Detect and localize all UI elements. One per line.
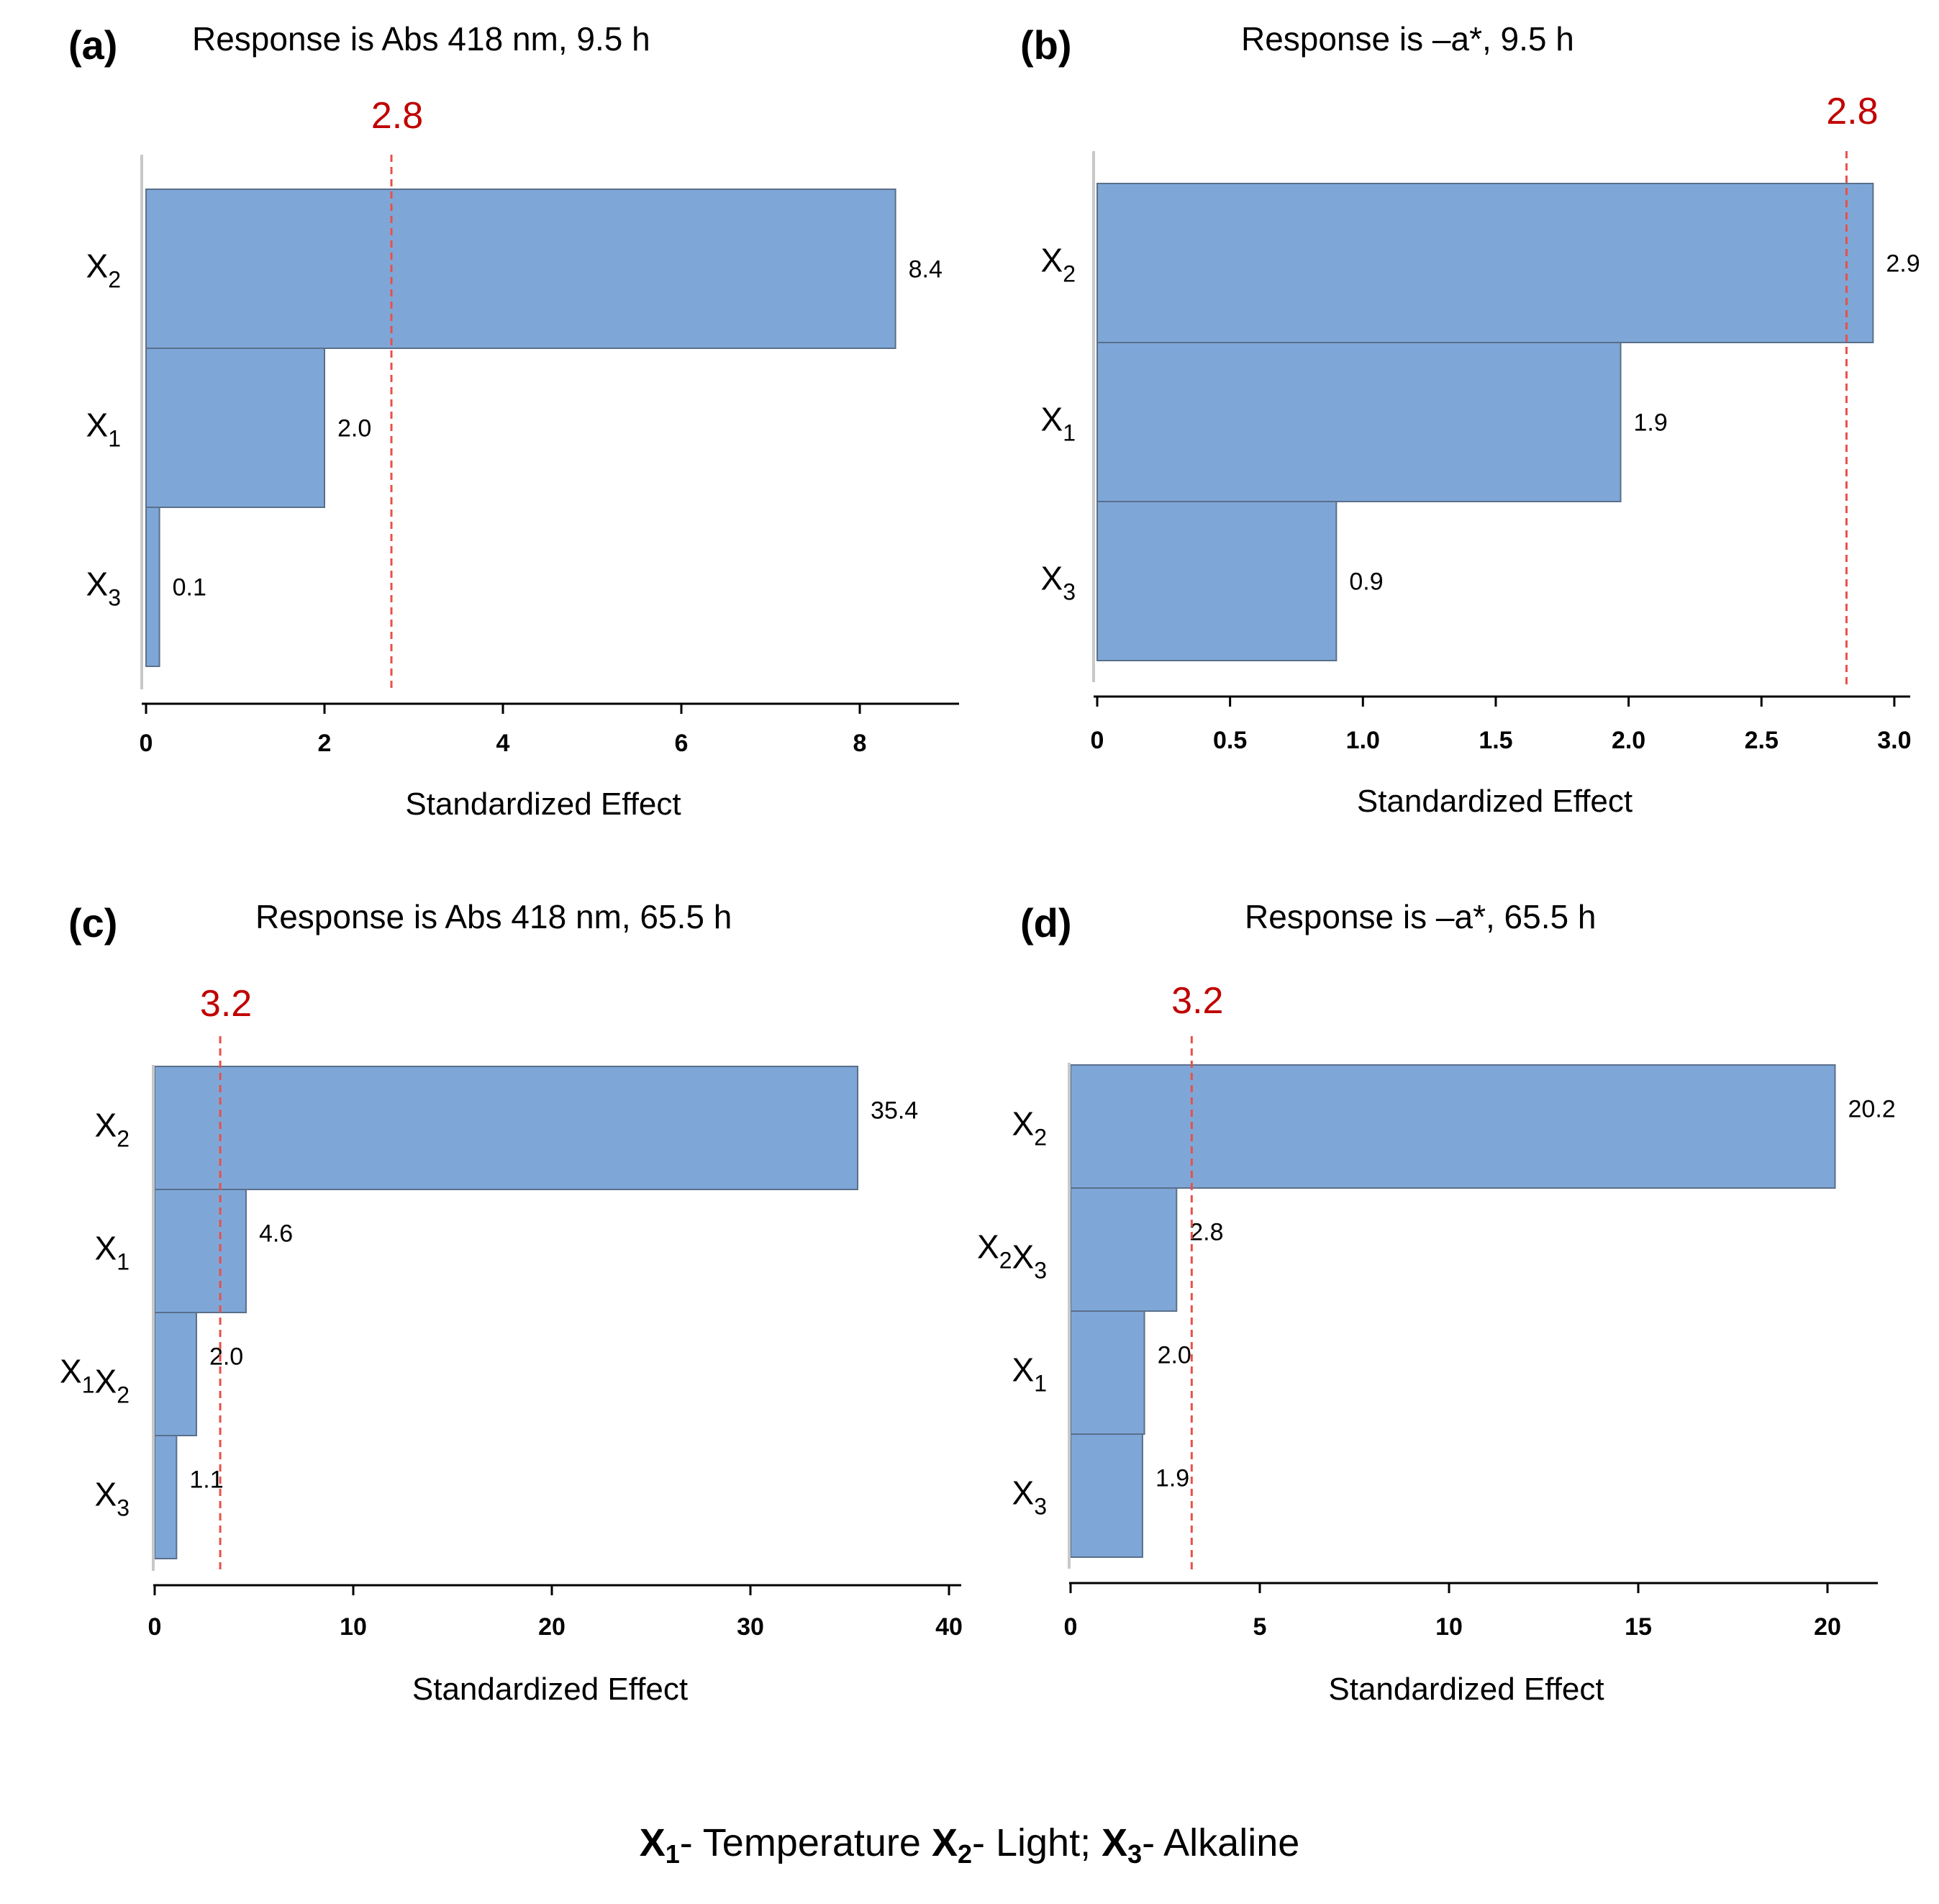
bar-4 xyxy=(154,1435,178,1559)
panel-label: (a) xyxy=(68,22,117,68)
bar-4 xyxy=(1070,1433,1143,1558)
x-tick-label: 0 xyxy=(140,730,153,757)
bar-3 xyxy=(1070,1310,1145,1435)
category-label: X3 xyxy=(86,566,121,611)
x-tick-label: 0 xyxy=(148,1613,162,1641)
bar-2 xyxy=(1096,342,1622,502)
category-label: X3 xyxy=(1012,1474,1047,1520)
category-label: X3 xyxy=(1041,560,1076,605)
x-tick-label: 20 xyxy=(538,1613,566,1641)
bar-2 xyxy=(145,348,325,508)
chart-title: Response is –a*, 9.5 h xyxy=(1241,20,1574,58)
category-label: X2 xyxy=(95,1107,130,1152)
x-tick-label: 2 xyxy=(318,730,332,757)
panel-a: (a) Response is Abs 418 nm, 9.5 h 8.4 X2 2.0… xyxy=(68,20,959,822)
panel-c: (c) Response is Abs 418 nm, 65.5 h 35.4 X2 4… xyxy=(60,898,963,1707)
category-label: X2 xyxy=(1012,1105,1047,1151)
x-tick-label: 40 xyxy=(935,1613,963,1641)
variable-legend-caption: X1- Temperature X2- Light; X3- Alkaline xyxy=(0,1821,1939,1869)
x-tick-label: 1.5 xyxy=(1479,727,1512,754)
category-label: X2 xyxy=(1041,242,1076,287)
bar-value-label: 1.1 xyxy=(189,1466,223,1494)
x-tick-label: 2.0 xyxy=(1612,727,1645,754)
x-tick-label: 0 xyxy=(1064,1613,1078,1641)
bar-value-label: 2.0 xyxy=(337,415,371,443)
bar-value-label: 1.9 xyxy=(1155,1465,1189,1492)
reference-line-label: 3.2 xyxy=(200,983,252,1025)
bar-value-label: 8.4 xyxy=(909,256,943,284)
x-tick-label: 10 xyxy=(340,1613,367,1641)
chart-title: Response is –a*, 65.5 h xyxy=(1245,898,1596,935)
bar-3 xyxy=(154,1312,197,1436)
x-tick-label: 30 xyxy=(737,1613,764,1641)
panel-label: (c) xyxy=(68,900,117,946)
bar-value-label: 20.2 xyxy=(1848,1096,1896,1123)
x-axis-title: Standardized Effect xyxy=(1328,1672,1604,1707)
bar-value-label: 1.9 xyxy=(1634,409,1668,437)
category-label: X3 xyxy=(95,1476,130,1521)
category-label: X1X2 xyxy=(60,1353,130,1408)
x-tick-label: 0 xyxy=(1091,727,1104,754)
x-tick-label: 20 xyxy=(1814,1613,1841,1641)
bar-3 xyxy=(1096,501,1338,661)
category-label: X2X3 xyxy=(977,1228,1047,1284)
bar-value-label: 2.8 xyxy=(1189,1219,1223,1246)
reference-line-label: 2.8 xyxy=(1826,91,1878,132)
bar-2 xyxy=(154,1189,247,1313)
category-label: X1 xyxy=(86,407,121,452)
x-tick-label: 6 xyxy=(675,730,689,757)
x-tick-label: 3.0 xyxy=(1877,727,1911,754)
bar-value-label: 0.9 xyxy=(1349,568,1383,596)
category-label: X1 xyxy=(1041,401,1076,446)
panel-label: (b) xyxy=(1020,22,1072,68)
bar-value-label: 2.0 xyxy=(1158,1342,1191,1369)
caption-item-x1: X1- Temperature xyxy=(639,1821,932,1869)
caption-item-x2: X2- Light; xyxy=(931,1821,1102,1869)
bar-1 xyxy=(145,189,896,349)
bar-3 xyxy=(145,507,160,667)
x-tick-label: 15 xyxy=(1625,1613,1652,1641)
x-axis-title: Standardized Effect xyxy=(412,1672,688,1707)
x-tick-label: 8 xyxy=(853,730,867,757)
x-tick-label: 10 xyxy=(1435,1613,1463,1641)
bar-2 xyxy=(1070,1187,1178,1312)
bar-value-label: 0.1 xyxy=(173,574,206,602)
category-label: X1 xyxy=(95,1230,130,1275)
bar-1 xyxy=(1096,183,1874,343)
bar-value-label: 4.6 xyxy=(259,1220,293,1248)
chart-title: Response is Abs 418 nm, 9.5 h xyxy=(192,20,650,58)
x-tick-label: 5 xyxy=(1253,1613,1267,1641)
reference-line-label: 3.2 xyxy=(1171,980,1223,1022)
chart-title: Response is Abs 418 nm, 65.5 h xyxy=(255,898,732,935)
bar-1 xyxy=(1070,1064,1836,1189)
bar-value-label: 2.9 xyxy=(1886,250,1920,278)
x-axis-title: Standardized Effect xyxy=(405,786,681,822)
caption-item-x3: X3- Alkaline xyxy=(1102,1821,1300,1869)
panel-b: (b) Response is –a*, 9.5 h 2.9 X2 1.9 X1 0.9 X3… xyxy=(1020,20,1920,819)
x-tick-label: 2.5 xyxy=(1745,727,1779,754)
category-label: X2 xyxy=(86,248,121,293)
x-tick-label: 1.0 xyxy=(1346,727,1380,754)
bar-value-label: 35.4 xyxy=(871,1097,918,1125)
bar-value-label: 2.0 xyxy=(209,1343,243,1371)
x-tick-label: 0.5 xyxy=(1213,727,1247,754)
category-label: X1 xyxy=(1012,1351,1047,1397)
x-tick-label: 4 xyxy=(496,730,510,757)
bar-1 xyxy=(154,1066,859,1190)
panel-d: (d) Response is –a*, 65.5 h 20.2 X2 2.8 X2X3 2… xyxy=(977,898,1896,1707)
panel-label: (d) xyxy=(1020,900,1072,946)
reference-line-label: 2.8 xyxy=(371,95,423,137)
x-axis-title: Standardized Effect xyxy=(1357,784,1633,819)
